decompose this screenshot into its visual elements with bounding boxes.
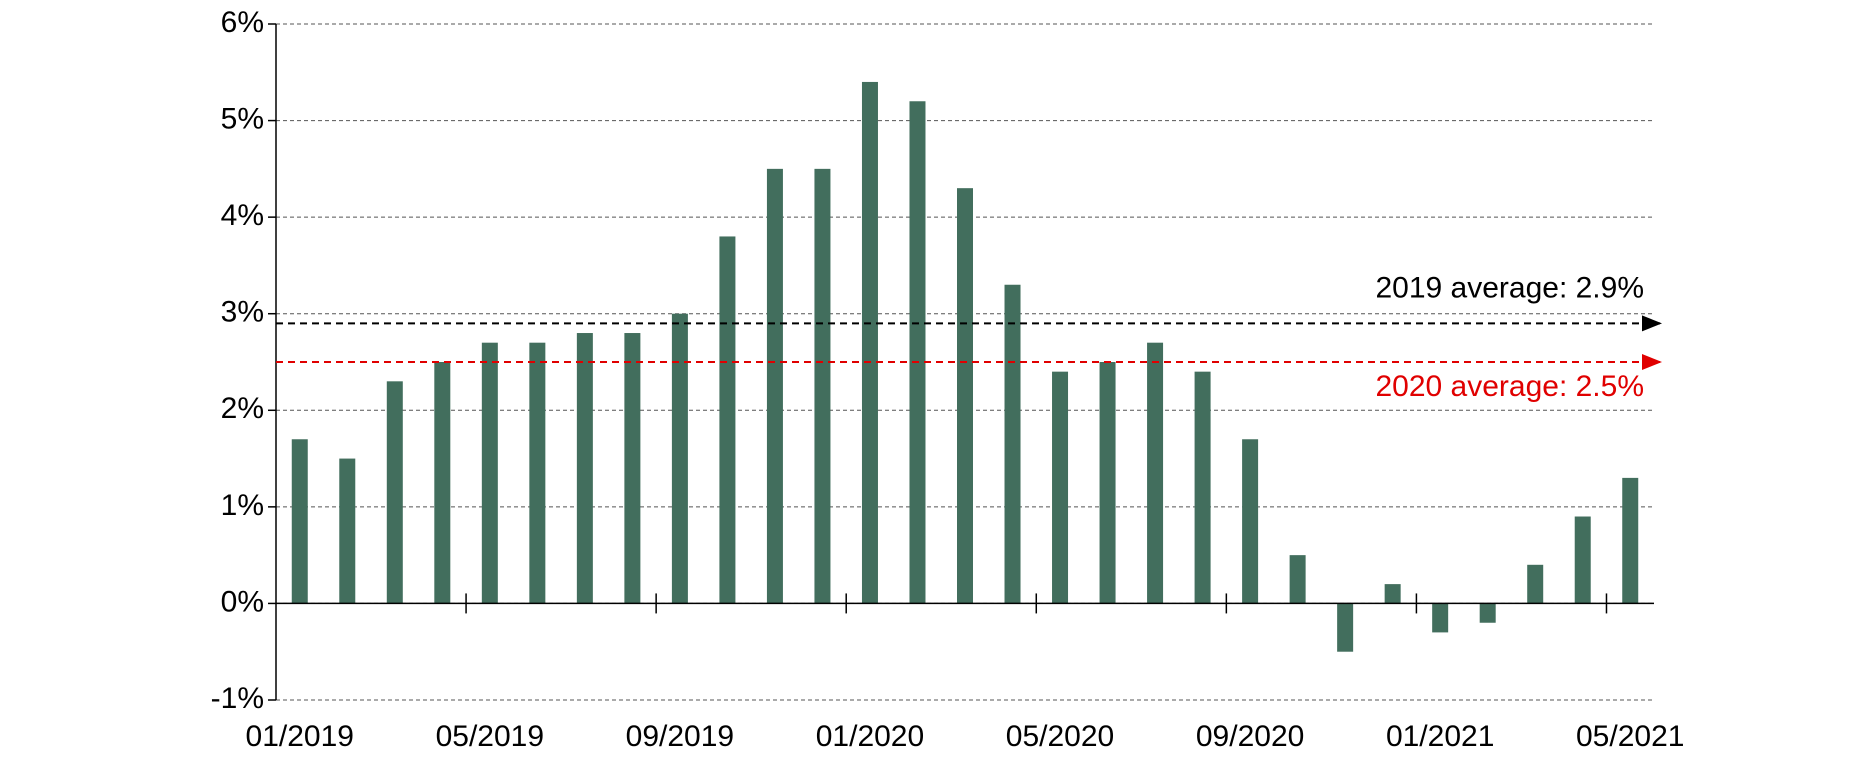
reference-label: 2019 average: 2.9% xyxy=(1375,271,1644,304)
bar xyxy=(1004,284,1021,604)
bar xyxy=(1432,603,1449,633)
bar xyxy=(719,236,736,604)
bar xyxy=(624,333,641,604)
bar xyxy=(766,168,783,604)
bar xyxy=(1527,564,1544,604)
y-tick-label: 4% xyxy=(221,199,264,232)
x-tick-label: 05/2020 xyxy=(1006,720,1114,753)
y-tick-label: 1% xyxy=(221,489,264,522)
y-tick-label: 2% xyxy=(221,392,264,425)
bar xyxy=(671,313,688,604)
bar xyxy=(1479,603,1496,623)
bar xyxy=(529,342,546,604)
x-tick-label: 05/2021 xyxy=(1576,720,1684,753)
x-tick-label: 01/2021 xyxy=(1386,720,1494,753)
bar xyxy=(576,333,593,604)
y-tick-label: 6% xyxy=(221,6,264,39)
bar xyxy=(1242,439,1259,604)
x-tick-label: 09/2020 xyxy=(1196,720,1304,753)
bar xyxy=(1194,371,1211,604)
bar xyxy=(1622,477,1639,604)
bar xyxy=(1289,555,1306,604)
y-tick-label: 5% xyxy=(221,102,264,135)
bar xyxy=(291,439,308,604)
bar xyxy=(339,458,356,604)
bar xyxy=(434,362,451,604)
reference-label: 2020 average: 2.5% xyxy=(1375,370,1644,403)
bar xyxy=(1052,371,1069,604)
bar xyxy=(1099,362,1116,604)
bar xyxy=(861,81,878,604)
x-tick-label: 01/2019 xyxy=(246,720,354,753)
y-tick-label: 0% xyxy=(221,585,264,618)
bar xyxy=(909,101,926,604)
y-tick-label: 3% xyxy=(221,296,264,329)
bar xyxy=(386,381,403,604)
x-tick-label: 01/2020 xyxy=(816,720,924,753)
x-tick-label: 05/2019 xyxy=(436,720,544,753)
bar xyxy=(1147,342,1164,604)
bar xyxy=(814,168,831,604)
bar xyxy=(1574,516,1591,604)
bar xyxy=(1337,603,1354,652)
x-tick-label: 09/2019 xyxy=(626,720,734,753)
bar xyxy=(957,188,973,604)
bar xyxy=(1384,584,1401,604)
y-tick-label: -1% xyxy=(211,682,264,715)
bar xyxy=(481,342,498,604)
